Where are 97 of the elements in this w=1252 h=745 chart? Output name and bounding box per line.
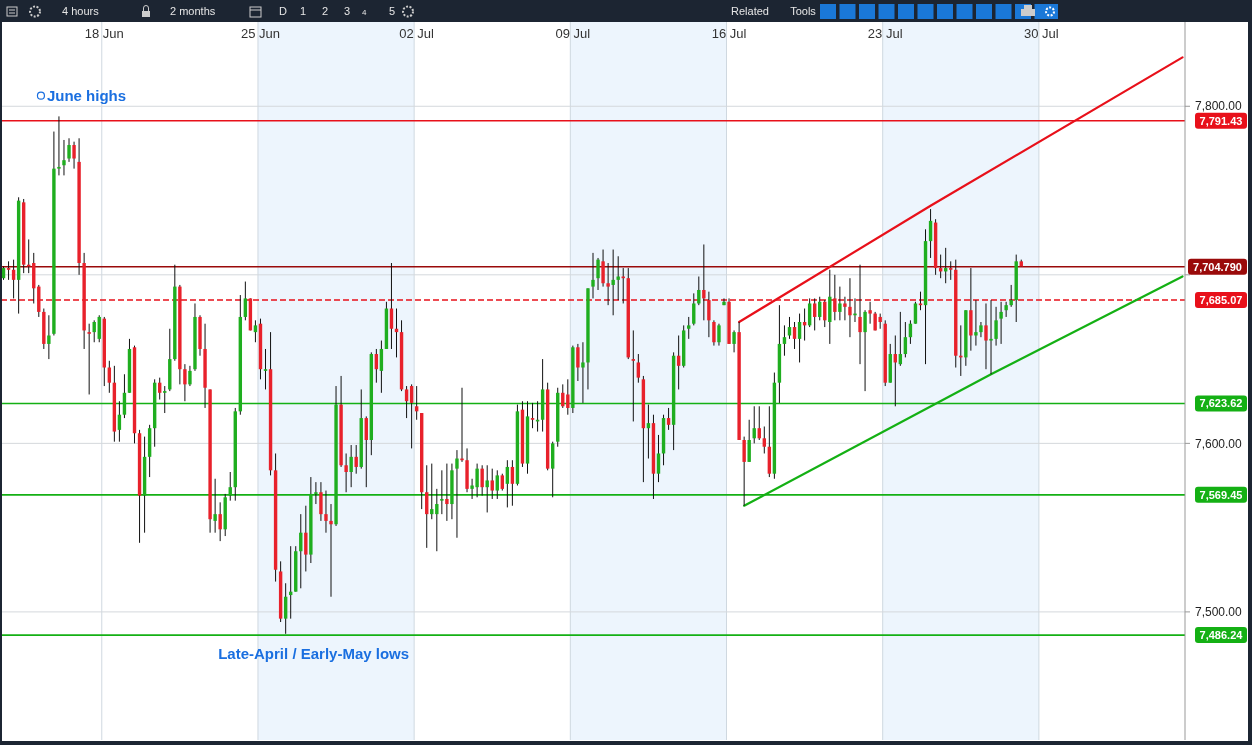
candlestick [762, 426, 766, 454]
candlestick [253, 319, 258, 343]
candlestick [445, 463, 449, 522]
annotation: June highs [46, 86, 127, 104]
text: 3 [344, 5, 351, 17]
candlestick [994, 306, 998, 347]
candlestick [72, 141, 76, 170]
x-tick-label: 18 Jun [84, 26, 124, 41]
text: Tools [790, 5, 817, 17]
candlestick [530, 402, 535, 429]
candlestick [697, 276, 701, 306]
candlestick [329, 503, 333, 598]
candlestick [692, 292, 696, 326]
candlestick [490, 468, 494, 500]
candlestick [732, 329, 736, 353]
candlestick [999, 301, 1003, 345]
candlestick [404, 385, 409, 419]
candlestick [188, 365, 192, 387]
candlestick [1004, 301, 1008, 318]
candlestick [974, 299, 978, 347]
candlestick [742, 436, 746, 507]
candlestick [702, 243, 706, 321]
candlestick [183, 363, 187, 402]
candlestick [631, 329, 636, 422]
candlestick [913, 301, 918, 325]
candlestick [858, 264, 862, 365]
candlestick [349, 444, 353, 488]
ref-line-label: 7,704.790 [1193, 260, 1242, 273]
candlestick [304, 505, 308, 572]
candlestick [722, 297, 726, 306]
candlestick [792, 321, 797, 350]
candlestick [712, 319, 716, 347]
candlestick [863, 309, 867, 392]
candlestick [566, 378, 570, 416]
ref-line-label: 7,685.07 [1199, 293, 1243, 306]
candlestick [833, 274, 837, 321]
text: 5 [389, 5, 396, 17]
candlestick [218, 501, 222, 542]
text: D [279, 5, 287, 17]
y-tick-label: 7,800.00 [1195, 99, 1243, 114]
candlestick [596, 257, 600, 291]
x-tick-label: 09 Jul [555, 26, 591, 41]
candlestick [601, 249, 605, 288]
candlestick [707, 291, 711, 338]
candlestick [57, 115, 61, 176]
candlestick [918, 291, 923, 311]
candlestick [611, 249, 615, 316]
candlestick [47, 314, 51, 360]
candlestick [243, 281, 248, 321]
x-tick-label: 25 Jun [240, 26, 280, 41]
ref-line-label: 7,791.43 [1199, 114, 1243, 127]
candlestick [687, 316, 691, 340]
y-tick-label: 7,600.00 [1195, 436, 1243, 451]
text: Related [731, 5, 769, 17]
candlestick [263, 348, 268, 390]
candlestick [344, 452, 348, 493]
text: 2 [322, 5, 329, 17]
candlestick [868, 301, 872, 325]
candlestick [838, 286, 842, 321]
candlestick [67, 137, 71, 163]
candlestick [576, 343, 580, 382]
text: 1 [300, 5, 307, 17]
x-tick-label: 23 Jul [867, 26, 903, 41]
candlestick [6, 260, 11, 281]
y-tick-label: 7,500.00 [1195, 605, 1243, 620]
x-tick-label: 02 Jul [399, 26, 435, 41]
candlestick [324, 490, 328, 534]
annotation: Late-April / Early-May lows [218, 645, 410, 663]
text: 4 [362, 8, 367, 17]
candlestick [636, 353, 641, 384]
ref-line-label: 7,623.62 [1199, 397, 1243, 410]
x-tick-label: 16 Jul [711, 26, 747, 41]
candlestick [949, 260, 953, 281]
candlestick [480, 464, 484, 497]
candlestick [591, 252, 595, 299]
candlestick [848, 277, 852, 338]
candlestick [666, 407, 671, 431]
text: 4 hours [62, 5, 100, 17]
ref-line-label: 7,486.24 [1199, 628, 1244, 641]
candlestick [717, 323, 721, 347]
candlestick [989, 299, 993, 375]
candlestick [616, 255, 620, 301]
candlestick [319, 481, 323, 522]
candlestick [812, 297, 817, 331]
candlestick [87, 323, 91, 395]
candlestick [656, 434, 661, 483]
ref-line-label: 7,569.45 [1199, 488, 1243, 501]
candlestick [782, 324, 787, 357]
candlestick [747, 419, 751, 463]
candlestick [62, 139, 66, 176]
candlestick [984, 302, 988, 370]
candlestick [979, 321, 983, 338]
candlestick [1009, 284, 1013, 308]
text: 2 months [170, 5, 216, 17]
candlestick [606, 262, 610, 306]
candlestick [843, 296, 847, 321]
x-tick-label: 30 Jul [1024, 26, 1059, 41]
